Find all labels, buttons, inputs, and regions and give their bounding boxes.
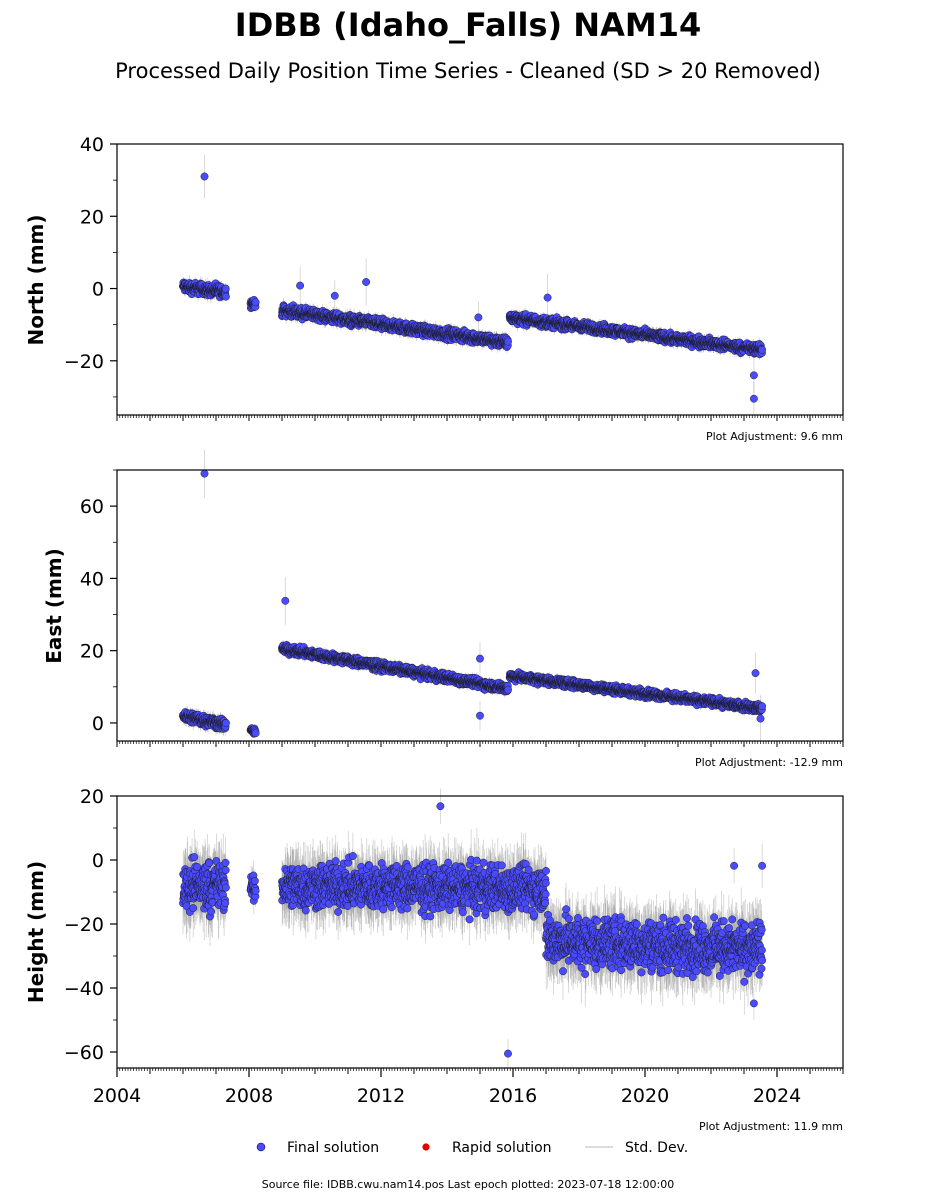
data-point <box>758 346 765 353</box>
data-point <box>222 285 229 292</box>
data-point <box>331 292 338 299</box>
chart-subtitle: Processed Daily Position Time Series - C… <box>115 59 821 83</box>
data-point <box>201 173 208 180</box>
chart-title: IDBB (Idaho_Falls) NAM14 <box>235 6 701 44</box>
plot-frame <box>117 144 843 415</box>
data-point <box>222 293 229 300</box>
data-point <box>504 338 511 345</box>
data-point <box>750 372 757 379</box>
data-point <box>750 395 757 402</box>
data-point <box>544 294 551 301</box>
data-point <box>252 299 259 306</box>
north-plot-area <box>179 155 766 416</box>
data-point <box>296 282 303 289</box>
data-point <box>362 278 369 285</box>
data-point <box>475 314 482 321</box>
